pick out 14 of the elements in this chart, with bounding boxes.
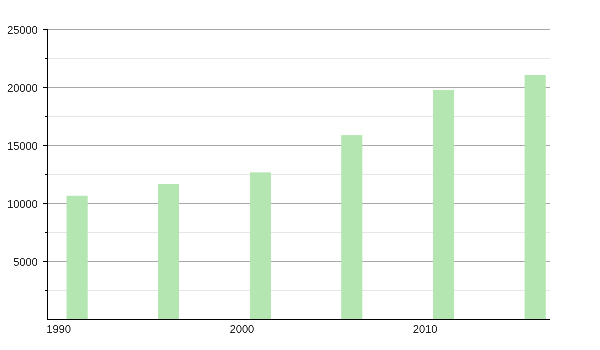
bar — [433, 90, 454, 320]
bar — [250, 172, 272, 320]
y-tick-label: 15000 — [7, 140, 38, 153]
y-tick-label: 10000 — [7, 198, 38, 211]
bar — [158, 184, 180, 320]
y-tick-label: 25000 — [7, 24, 38, 37]
x-tick-label: 2010 — [413, 324, 438, 336]
y-tick-label: 20000 — [7, 82, 38, 95]
bar — [524, 75, 546, 320]
bar — [342, 136, 363, 320]
x-tick-label: 2000 — [230, 324, 254, 336]
y-tick-label: 5000 — [14, 256, 38, 269]
bar — [66, 196, 88, 320]
x-tick-label: 1990 — [46, 324, 72, 336]
